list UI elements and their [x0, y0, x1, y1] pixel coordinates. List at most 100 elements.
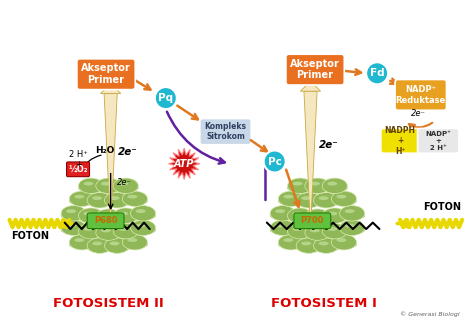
Ellipse shape: [322, 178, 347, 193]
FancyBboxPatch shape: [381, 129, 419, 153]
Text: P680: P680: [94, 216, 118, 225]
Text: Akseptor
Primer: Akseptor Primer: [290, 59, 340, 80]
Ellipse shape: [278, 234, 303, 250]
Text: NADP⁺
+
2 H⁺: NADP⁺ + 2 H⁺: [425, 131, 451, 151]
FancyBboxPatch shape: [77, 59, 135, 89]
Ellipse shape: [74, 238, 84, 242]
Ellipse shape: [301, 242, 311, 245]
Text: 2e⁻: 2e⁻: [319, 141, 339, 151]
Ellipse shape: [83, 212, 93, 215]
Ellipse shape: [288, 184, 312, 192]
Ellipse shape: [331, 191, 356, 206]
Ellipse shape: [96, 178, 121, 193]
Ellipse shape: [319, 196, 328, 200]
Ellipse shape: [270, 226, 295, 234]
Ellipse shape: [339, 220, 365, 235]
Ellipse shape: [278, 197, 303, 205]
Ellipse shape: [313, 199, 338, 206]
Ellipse shape: [96, 231, 121, 239]
Text: ATP: ATP: [174, 159, 194, 169]
Ellipse shape: [109, 196, 119, 200]
Ellipse shape: [92, 242, 102, 245]
Ellipse shape: [113, 214, 138, 222]
Ellipse shape: [136, 224, 146, 227]
Ellipse shape: [327, 182, 337, 186]
Ellipse shape: [118, 212, 128, 215]
Ellipse shape: [322, 230, 347, 237]
Text: © Generasi Biologi: © Generasi Biologi: [400, 311, 460, 317]
Ellipse shape: [301, 196, 311, 200]
Ellipse shape: [305, 215, 330, 223]
Ellipse shape: [313, 244, 338, 252]
Ellipse shape: [74, 195, 84, 199]
Ellipse shape: [270, 205, 295, 221]
Ellipse shape: [87, 244, 112, 252]
Circle shape: [366, 62, 388, 84]
Text: H₂O: H₂O: [95, 146, 114, 154]
Ellipse shape: [69, 241, 94, 248]
Ellipse shape: [305, 178, 330, 193]
Ellipse shape: [96, 184, 121, 192]
Ellipse shape: [345, 209, 355, 213]
Ellipse shape: [322, 224, 347, 239]
Text: Pq: Pq: [158, 93, 173, 103]
Ellipse shape: [275, 224, 285, 227]
Ellipse shape: [327, 212, 337, 215]
Ellipse shape: [270, 212, 295, 219]
Ellipse shape: [101, 228, 111, 232]
Ellipse shape: [322, 184, 347, 192]
Ellipse shape: [128, 195, 137, 199]
Ellipse shape: [101, 182, 111, 186]
Ellipse shape: [104, 199, 129, 206]
Ellipse shape: [96, 225, 121, 240]
Ellipse shape: [61, 205, 86, 221]
Ellipse shape: [322, 214, 347, 222]
FancyBboxPatch shape: [395, 79, 447, 110]
Ellipse shape: [283, 195, 293, 199]
Ellipse shape: [113, 230, 138, 237]
Text: Pc: Pc: [268, 157, 282, 166]
Ellipse shape: [83, 227, 93, 231]
Ellipse shape: [69, 234, 94, 250]
Text: ½O₂: ½O₂: [68, 165, 88, 174]
Ellipse shape: [296, 199, 321, 206]
Ellipse shape: [319, 242, 328, 245]
Ellipse shape: [104, 244, 129, 252]
Ellipse shape: [113, 178, 138, 193]
Ellipse shape: [136, 209, 146, 213]
Ellipse shape: [130, 205, 155, 221]
Ellipse shape: [130, 226, 155, 234]
Polygon shape: [304, 91, 317, 214]
Ellipse shape: [296, 238, 321, 253]
Ellipse shape: [96, 209, 121, 224]
Text: P700: P700: [301, 216, 324, 225]
FancyBboxPatch shape: [294, 213, 331, 229]
Ellipse shape: [313, 193, 338, 208]
Ellipse shape: [292, 212, 302, 215]
Ellipse shape: [69, 191, 94, 206]
Ellipse shape: [313, 238, 338, 253]
FancyArrowPatch shape: [167, 112, 225, 163]
Ellipse shape: [288, 178, 312, 193]
Polygon shape: [169, 148, 200, 179]
Text: 2e⁻: 2e⁻: [117, 178, 132, 187]
Text: Akseptor
Primer: Akseptor Primer: [81, 63, 131, 85]
Ellipse shape: [292, 227, 302, 231]
Text: 2e⁻: 2e⁻: [118, 147, 137, 157]
Ellipse shape: [128, 238, 137, 242]
Ellipse shape: [288, 224, 312, 239]
Ellipse shape: [78, 230, 103, 237]
Circle shape: [264, 151, 286, 172]
Ellipse shape: [305, 184, 330, 192]
Ellipse shape: [278, 191, 303, 206]
Text: NADPH
+
H⁺: NADPH + H⁺: [384, 126, 416, 156]
Ellipse shape: [122, 234, 147, 250]
Ellipse shape: [113, 184, 138, 192]
Ellipse shape: [78, 214, 103, 222]
Ellipse shape: [78, 208, 103, 224]
Ellipse shape: [331, 241, 356, 248]
Ellipse shape: [87, 193, 112, 208]
Ellipse shape: [305, 209, 330, 224]
Ellipse shape: [270, 220, 295, 235]
Ellipse shape: [104, 238, 129, 253]
